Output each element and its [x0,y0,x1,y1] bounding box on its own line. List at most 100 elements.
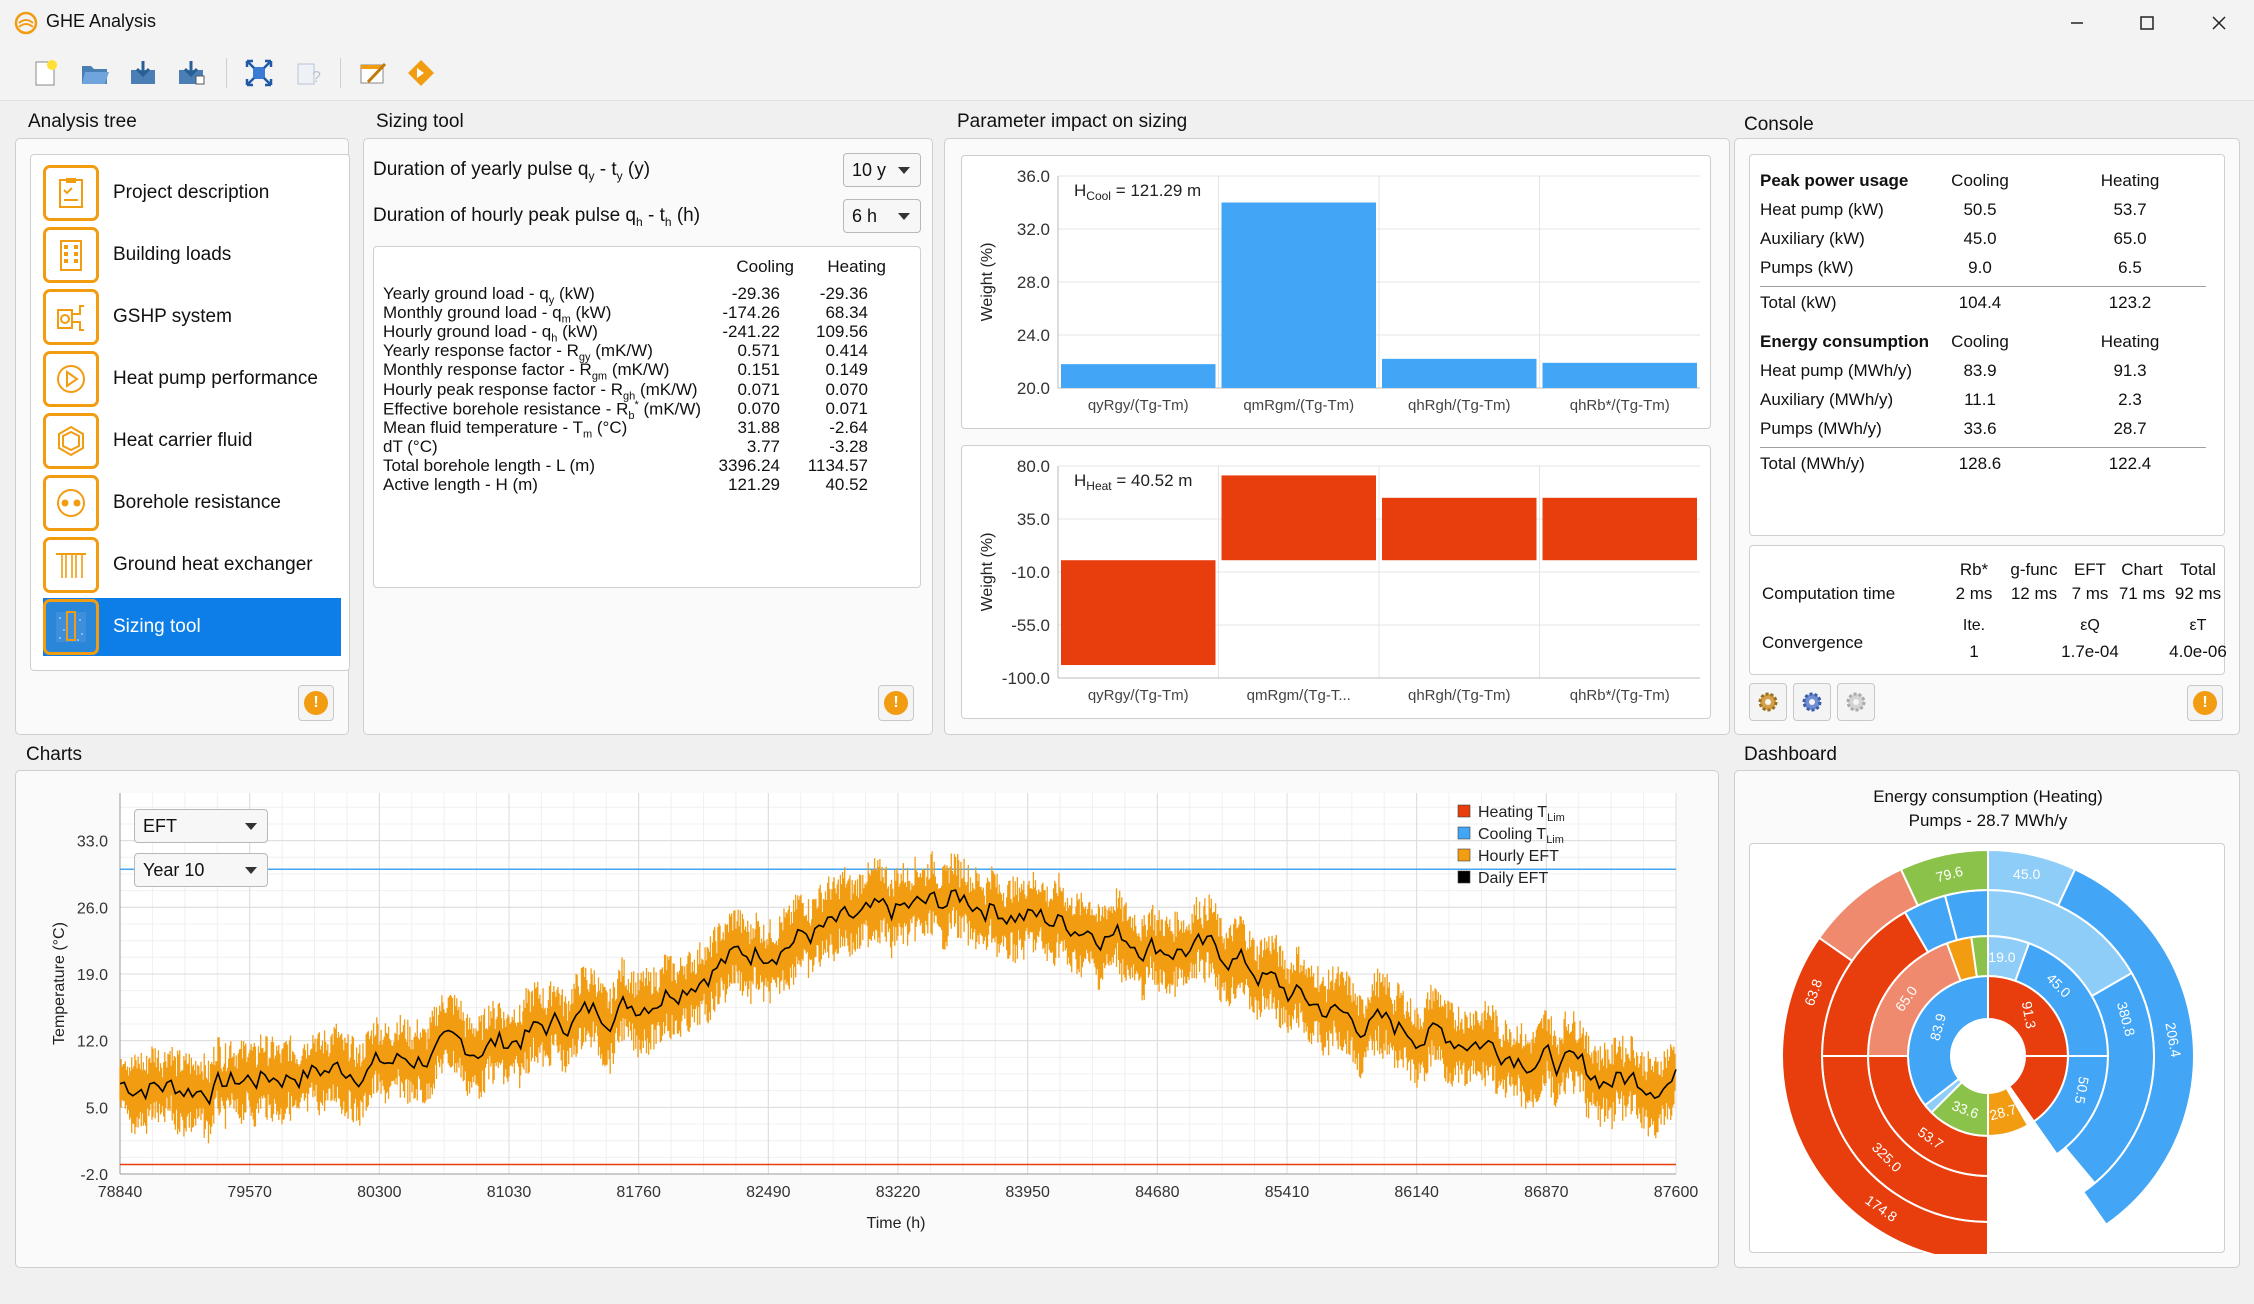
sizing-row-label: Total borehole length - L (m) [383,455,595,475]
save-button[interactable] [124,54,162,92]
sunburst-chart: 91.3 28.7 33.6 53.7 83.9 65.0 45.0 19.0 50.5 63.8… [1749,843,2225,1264]
help-button[interactable]: ? [290,54,328,92]
series-select[interactable]: EFT [134,809,268,843]
open-file-button[interactable] [76,54,114,92]
tree-item-label: GSHP system [113,306,232,327]
settings-button-3[interactable] [1837,683,1875,721]
analysis-tree-list: Project description Building loads GSHP … [30,154,350,671]
edit-notes-button[interactable] [354,54,392,92]
console-divider [1760,447,2206,448]
console-row-heating: 91.3 [2113,361,2147,380]
console-row-cooling: 83.9 [1963,361,1997,380]
y-tick-label: 5.0 [86,1100,108,1117]
tree-item-sizing-tool[interactable]: Sizing tool [43,598,341,656]
sunburst-label: 45.0 [2013,866,2040,882]
tree-item-project-description[interactable]: Project description [43,164,341,222]
toolbar-separator [226,58,227,88]
y-tick-label: 20.0 [1017,379,1050,398]
convergence-value: 1 [1969,642,1979,661]
x-tick-label: qyRgy/(Tg-Tm) [1088,397,1189,414]
convergence-header: εT [2189,617,2207,634]
tree-item-building-loads[interactable]: Building loads [43,226,341,284]
yearly-pulse-select[interactable]: 10 y [843,153,921,187]
convergence-header: εQ [2080,617,2100,634]
close-button[interactable] [2186,0,2252,46]
tree-warning-button[interactable]: ! [298,685,334,721]
settings-button-1[interactable] [1749,683,1787,721]
borehole-section-icon [43,475,99,531]
tree-item-gshp-system[interactable]: GSHP system [43,288,341,346]
tree-item-heat-pump-performance[interactable]: Heat pump performance [43,350,341,408]
tree-item-label: Sizing tool [113,616,201,637]
settings-button-2[interactable] [1793,683,1831,721]
sizing-warning-button[interactable]: ! [878,685,914,721]
legend-entry[interactable]: Daily EFT [1478,870,1548,887]
sizing-cooling-value: 0.070 [737,398,780,418]
toolbar: ? [0,46,2254,101]
x-tick-label: 87600 [1654,1184,1699,1201]
sizing-cooling-value: 0.071 [737,379,780,399]
fullscreen-button[interactable] [240,54,278,92]
hourly-pulse-select[interactable]: 6 h [843,199,921,233]
sizing-heating-value: -3.28 [829,436,868,456]
timing-value: 92 ms [2174,584,2222,603]
console-row-label: Pumps (kW) [1760,258,1854,277]
x-axis-label: Time (h) [867,1215,926,1232]
legend-entry[interactable]: Hourly EFT [1478,848,1559,865]
y-tick-label: 19.0 [77,967,108,984]
timing-header: g-func [2010,560,2058,579]
tree-item-heat-carrier-fluid[interactable]: Heat carrier fluid [43,412,341,470]
run-button[interactable] [402,54,440,92]
legend-swatch [1457,870,1471,884]
console-row-heating: 122.4 [2108,454,2152,473]
tree-item-ground-heat-exchanger[interactable]: Ground heat exchanger [43,536,341,594]
sizing-row-label: dT (°C) [383,436,438,456]
cooling-impact-chart: 36.0 32.0 28.0 24.0 20.0 qyRgy/(Tg-Tm) qmRgm/(… [961,155,1711,429]
warning-icon: ! [884,691,908,715]
legend-entry[interactable]: Cooling TLim [1478,826,1564,846]
minimize-button[interactable] [2044,0,2110,46]
x-tick-label: 85410 [1265,1184,1310,1201]
legend-entry[interactable]: Heating TLim [1478,804,1565,824]
warning-icon: ! [304,691,328,715]
x-tick-label: 84680 [1135,1184,1180,1201]
bar [1221,475,1376,561]
console-col-heating: Heating [2100,171,2160,190]
x-tick-label: 82490 [746,1184,791,1201]
parameter-impact-panel: 36.0 32.0 28.0 24.0 20.0 qyRgy/(Tg-Tm) qmRgm/(… [944,138,1730,735]
year-select[interactable]: Year 10 [134,853,268,887]
console-warning-button[interactable]: ! [2187,685,2223,721]
sizing-row-label: Monthly ground load - qm (kW) [383,303,612,326]
sizing-row-label: Yearly response factor - Rgy (mK/W) [383,341,653,364]
y-tick-label: 12.0 [77,1034,108,1051]
timing-header: EFT [2073,560,2107,579]
new-file-button[interactable] [26,54,64,92]
hourly-pulse-label: Duration of hourly peak pulse qh - th (h… [373,205,701,229]
x-tick-label: 80300 [357,1184,402,1201]
console-divider [1760,286,2206,287]
x-tick-label: 86870 [1524,1184,1569,1201]
console-row-label: Auxiliary (kW) [1760,229,1865,248]
sizing-annotation: HCool = 121.29 m [1074,181,1201,203]
sizing-cooling-value: 121.29 [728,475,780,494]
tree-item-borehole-resistance[interactable]: Borehole resistance [43,474,341,532]
chevron-down-icon [245,867,257,874]
sizing-cooling-value: 3396.24 [718,455,780,475]
sunburst-segment[interactable] [1899,848,1989,907]
console-row-cooling: 50.5 [1963,200,1997,219]
console-row-cooling: 9.0 [1968,258,1992,277]
maximize-button[interactable] [2114,0,2180,46]
timing-header: Rb* [1959,560,1989,579]
y-tick-label: 80.0 [1017,457,1050,476]
console-row-cooling: 45.0 [1963,229,1997,248]
sizing-annotation: HHeat = 40.52 m [1074,471,1192,493]
play-circle-icon [43,351,99,407]
charts-panel: 33.0 26.0 19.0 12.0 5.0 -2.0 78840 79570 80300 81… [15,770,1719,1268]
window-title: GHE Analysis [46,11,157,31]
save-as-button[interactable] [172,54,210,92]
sunburst-segment[interactable] [2056,867,2195,1227]
y-tick-label: 36.0 [1017,167,1050,186]
bar [1542,362,1697,388]
console-row-heating: 6.5 [2118,258,2142,277]
tree-item-label: Borehole resistance [113,492,281,513]
